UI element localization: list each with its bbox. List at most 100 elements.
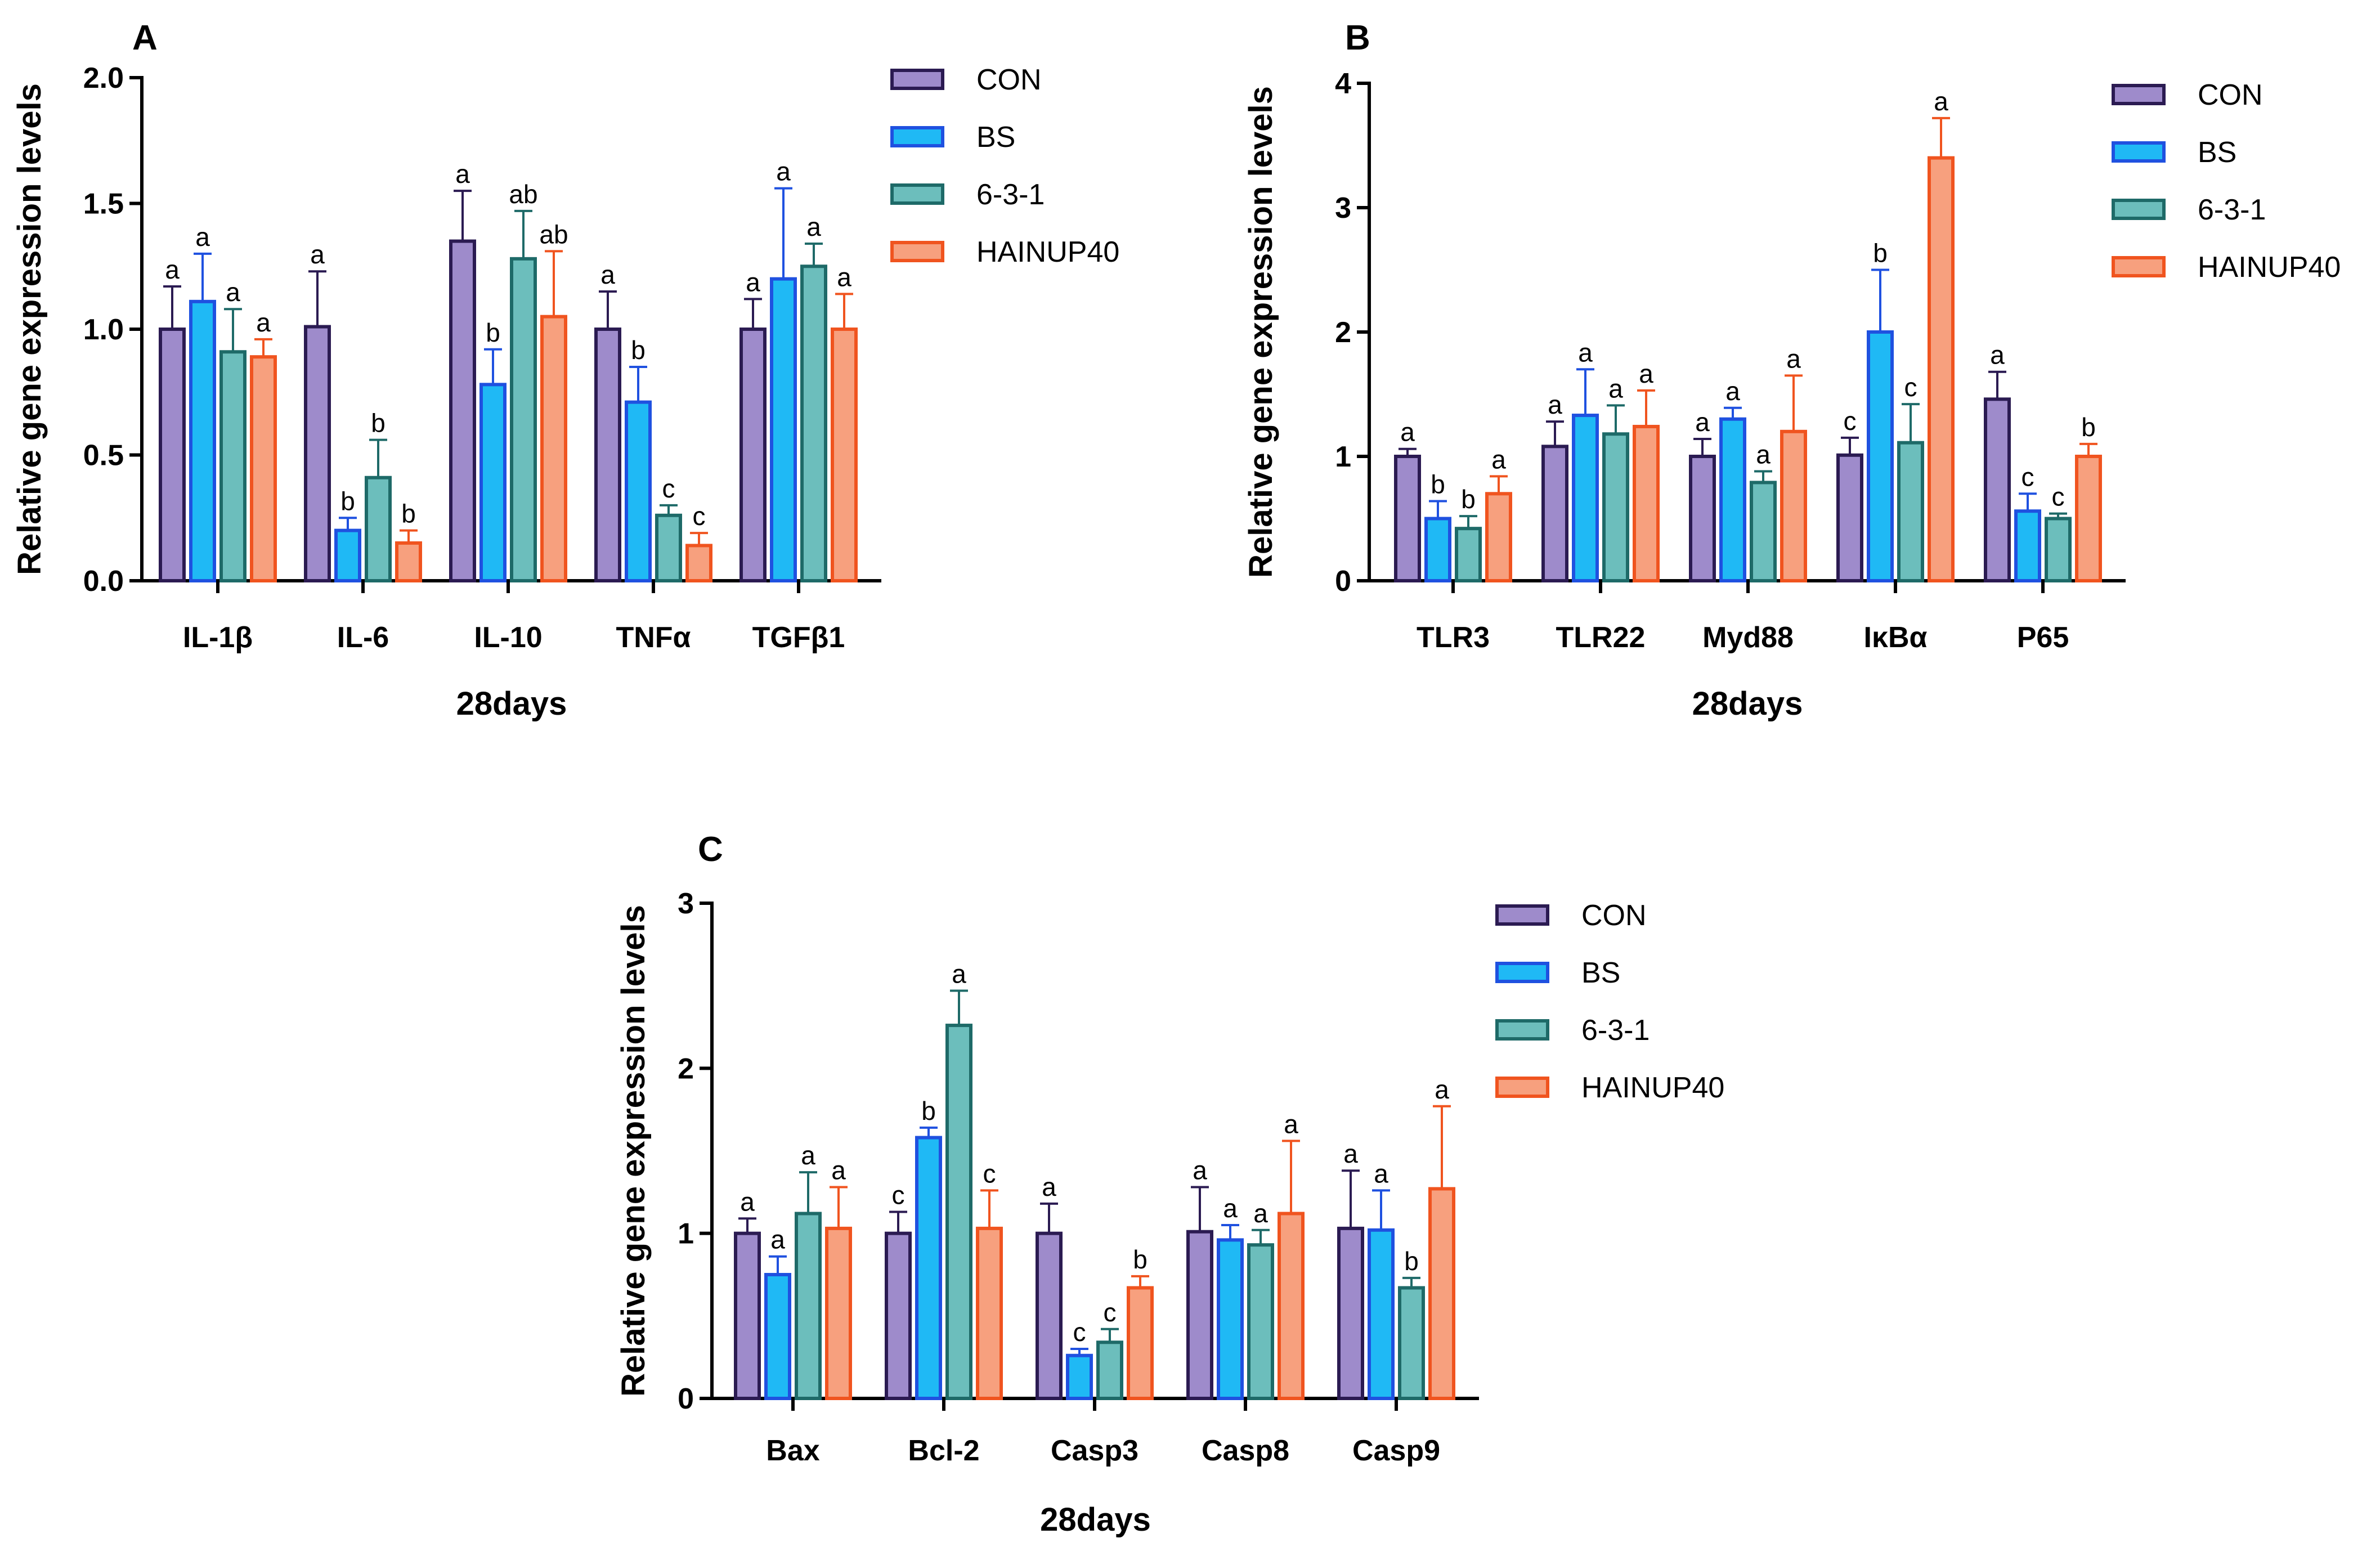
significance-letter: a: [310, 240, 325, 269]
y-tick-label: 3: [678, 887, 694, 920]
bar: [976, 1226, 1003, 1401]
bar: [885, 1231, 912, 1401]
significance-letter: ab: [509, 180, 537, 209]
legend-swatch: [1495, 1019, 1549, 1041]
bar: [2075, 455, 2102, 582]
legend-label: 6-3-1: [2198, 194, 2266, 226]
y-tick-label: 0.0: [83, 565, 124, 598]
bar: [1278, 1212, 1305, 1400]
panel-letter: B: [1345, 19, 1370, 57]
significance-letter: a: [165, 255, 180, 284]
bar: [479, 383, 507, 583]
legend-swatch: [1495, 1077, 1549, 1098]
bar: [1719, 417, 1746, 582]
legend-label: HAINUP40: [2198, 251, 2341, 284]
significance-letter: a: [226, 277, 240, 307]
bar: [734, 1231, 761, 1401]
legend-swatch: [2112, 256, 2166, 277]
bar: [594, 328, 621, 582]
significance-letter: a: [1756, 440, 1771, 469]
significance-letter: a: [1400, 418, 1415, 447]
significance-letter: a: [1786, 344, 1801, 373]
x-tick-label: Myd88: [1702, 621, 1794, 654]
bar: [219, 350, 246, 582]
x-tick-label: IκBα: [1864, 621, 1928, 654]
bar: [1485, 492, 1512, 582]
y-tick-label: 1.0: [83, 313, 124, 346]
panel-c: C 0 1 2 3 Relative gene expression levels 28da…: [615, 830, 1724, 1538]
bar: [1541, 445, 1568, 582]
x-tick-label: Bcl-2: [908, 1434, 979, 1467]
significance-letter: a: [740, 1187, 755, 1216]
significance-letter: a: [1990, 340, 2005, 370]
bar: [540, 315, 567, 583]
legend-swatch: [2112, 84, 2166, 105]
x-tick-label: TNFα: [616, 621, 691, 654]
bar: [250, 355, 277, 582]
x-tick-label: Casp3: [1051, 1434, 1139, 1467]
x-tick-label: Casp9: [1352, 1434, 1440, 1467]
y-tick-label: 4: [1335, 68, 1351, 100]
legend-label: BS: [1581, 957, 1620, 989]
bar: [770, 277, 797, 583]
x-tick-label: P65: [2017, 621, 2069, 654]
significance-letter: c: [2022, 462, 2034, 491]
y-tick-label: 0: [1335, 565, 1351, 598]
y-tick-label: 0: [678, 1383, 694, 1415]
significance-letter: a: [1491, 445, 1506, 474]
bar: [655, 513, 682, 583]
x-axis-title: 28days: [1040, 1501, 1151, 1538]
significance-letter: a: [1548, 390, 1562, 419]
bar: [831, 328, 858, 582]
bar: [764, 1273, 791, 1400]
legend-swatch: [2112, 199, 2166, 220]
y-axis-title: Relative gene expression levels: [11, 83, 48, 575]
significance-letter: b: [2081, 412, 2096, 442]
y-tick-label: 1.5: [83, 188, 124, 221]
bar: [685, 544, 712, 582]
significance-letter: c: [1904, 373, 1917, 402]
significance-letter: b: [631, 335, 646, 365]
bar: [1247, 1243, 1274, 1400]
bar: [1780, 429, 1807, 582]
significance-letter: a: [1374, 1159, 1388, 1188]
y-tick-label: 1: [678, 1218, 694, 1250]
legend-label: CON: [976, 64, 1042, 96]
bar: [915, 1136, 942, 1400]
significance-letter: c: [1104, 1298, 1117, 1327]
significance-letter: a: [1578, 338, 1593, 367]
legend-label: CON: [1581, 899, 1647, 932]
significance-letter: a: [1223, 1194, 1238, 1223]
bar: [1398, 1286, 1425, 1400]
significance-letter: a: [1695, 407, 1710, 437]
bar: [304, 325, 331, 583]
x-axis-title: 28days: [1692, 685, 1803, 722]
significance-letter: ab: [539, 219, 568, 249]
bar: [449, 239, 476, 582]
legend-swatch: [1495, 962, 1549, 983]
bar: [825, 1226, 852, 1401]
legend-label: HAINUP40: [976, 236, 1119, 268]
bar: [1897, 441, 1924, 582]
legend-label: BS: [2198, 136, 2236, 169]
significance-letter: a: [1608, 374, 1623, 403]
bar: [365, 476, 392, 582]
significance-letter: a: [195, 222, 210, 252]
significance-letter: a: [746, 267, 760, 297]
legend-label: 6-3-1: [1581, 1014, 1650, 1047]
significance-letter: a: [770, 1225, 785, 1254]
bar: [1633, 424, 1660, 583]
legend-swatch: [890, 241, 944, 262]
significance-letter: b: [921, 1096, 936, 1125]
x-tick-label: Casp8: [1202, 1434, 1289, 1467]
legend-label: HAINUP40: [1581, 1071, 1724, 1104]
bar: [1096, 1340, 1123, 1400]
bar: [1186, 1230, 1213, 1401]
bar: [2045, 517, 2072, 582]
bar: [1750, 481, 1777, 582]
bar: [1036, 1231, 1063, 1401]
bar: [1394, 455, 1421, 582]
significance-letter: a: [1343, 1139, 1358, 1168]
bar: [1337, 1226, 1364, 1401]
significance-letter: a: [1193, 1156, 1207, 1185]
